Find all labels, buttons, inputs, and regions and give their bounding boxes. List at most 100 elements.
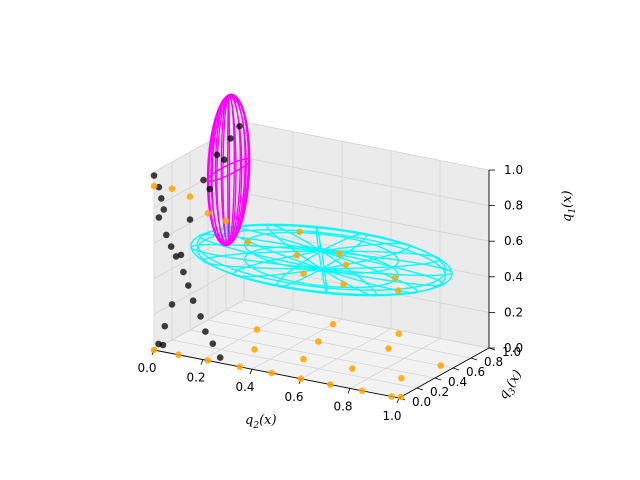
orange-point: [327, 381, 334, 388]
black-point: [163, 231, 170, 239]
black-point: [185, 282, 192, 289]
orange-point: [150, 182, 158, 190]
black-point: [227, 135, 234, 142]
z-tick-label: 0.6: [504, 234, 523, 248]
black-point: [160, 206, 168, 213]
cyan-ellipsoid-line: [244, 231, 399, 274]
z-tick-label: 0.4: [504, 270, 523, 284]
orange-point: [244, 238, 252, 246]
grid-line-back-z: [243, 157, 490, 206]
orange-point: [397, 393, 405, 401]
y-tick-label: 0.2: [430, 385, 449, 399]
grid-line-side-z: [153, 299, 245, 351]
y-tick-mark: [434, 377, 442, 381]
orange-point: [340, 281, 347, 288]
x-tick-mark: [249, 369, 253, 375]
magenta-ellipsoid-line: [206, 158, 251, 182]
grid-line-floor-x: [202, 309, 294, 360]
z-tick-label: 0.0: [504, 341, 523, 355]
x-tick-label: 0.4: [235, 380, 254, 394]
cyan-ellipsoid-line: [190, 224, 453, 296]
orange-point: [168, 185, 176, 192]
x-tick-mark: [200, 359, 204, 365]
z-axis-label: q1(x): [560, 190, 578, 222]
grid-line-back-z: [243, 228, 490, 278]
orange-point: [293, 251, 301, 259]
orange-point: [296, 228, 303, 236]
orange-point: [342, 261, 350, 269]
grid-line-floor-y: [225, 309, 472, 359]
orange-point: [329, 320, 337, 328]
orange-point: [395, 287, 402, 295]
y-tick-label: 0.8: [484, 355, 503, 369]
z-tick-label: 0.8: [504, 199, 523, 213]
grid-line-floor-y: [171, 339, 418, 389]
orange-point: [150, 346, 158, 354]
orange-point: [388, 393, 395, 400]
y-tick-mark: [416, 387, 424, 391]
ellipsoid-wireframes: [190, 93, 453, 297]
grid-line-floor-y: [243, 299, 490, 349]
x-tick-mark: [347, 388, 351, 394]
orange-point: [297, 375, 305, 383]
x-tick-label: 0.8: [333, 399, 352, 413]
y-tick-mark: [488, 347, 496, 351]
y-tick-mark: [452, 367, 460, 371]
grid-line-floor-x: [251, 318, 343, 370]
orange-point: [336, 250, 343, 257]
y-tick-label: 0.0: [412, 395, 431, 409]
x-axis-line: [153, 349, 400, 399]
black-point: [202, 328, 209, 335]
black-point: [216, 354, 224, 361]
data-points: [150, 123, 445, 401]
orange-point: [398, 374, 405, 382]
orange-point: [204, 357, 212, 364]
grid-line-floor-x: [349, 338, 441, 389]
grid-line-floor-x: [300, 328, 392, 380]
black-point: [168, 301, 176, 308]
black-point: [180, 268, 187, 276]
x-tick-label: 0.2: [186, 371, 205, 385]
black-point: [197, 313, 204, 320]
orange-point: [236, 363, 244, 371]
black-point: [236, 123, 243, 130]
black-point: [220, 156, 228, 163]
black-point: [158, 195, 165, 202]
cyan-ellipsoid-line: [244, 246, 399, 289]
orange-point: [300, 355, 307, 363]
z-tick-label: 1.0: [504, 163, 523, 177]
grid-line-floor-y: [207, 319, 454, 369]
y-axis-label: q3(x): [496, 368, 528, 404]
orange-point: [385, 345, 392, 352]
orange-point: [395, 330, 403, 338]
black-point: [209, 340, 217, 348]
black-point: [155, 214, 163, 221]
black-point: [213, 151, 221, 159]
orange-point: [315, 338, 322, 345]
x-axis-label: q2(x): [245, 413, 277, 431]
black-point: [161, 322, 169, 330]
grid-line-back-z: [243, 121, 490, 171]
black-point: [189, 297, 197, 305]
grid-line-back-z: [243, 264, 490, 313]
black-point: [186, 216, 194, 223]
orange-point: [437, 362, 445, 369]
y-tick-mark: [470, 357, 478, 361]
cyan-ellipsoid-line: [196, 229, 447, 297]
orange-point: [204, 209, 212, 217]
grid-line-back-z: [243, 192, 490, 242]
grid-line-floor-y: [189, 329, 436, 379]
black-point: [177, 251, 185, 259]
black-point: [150, 172, 158, 179]
black-point: [167, 243, 175, 250]
y-tick-label: 0.6: [466, 365, 485, 379]
orange-point: [253, 326, 261, 333]
orange-point: [175, 351, 182, 359]
x-tick-label: 0.0: [137, 361, 156, 375]
orange-point: [222, 217, 230, 225]
orange-point: [300, 270, 307, 277]
orange-point: [186, 193, 194, 200]
y-tick-label: 0.4: [448, 375, 467, 389]
x-tick-label: 1.0: [382, 409, 401, 423]
